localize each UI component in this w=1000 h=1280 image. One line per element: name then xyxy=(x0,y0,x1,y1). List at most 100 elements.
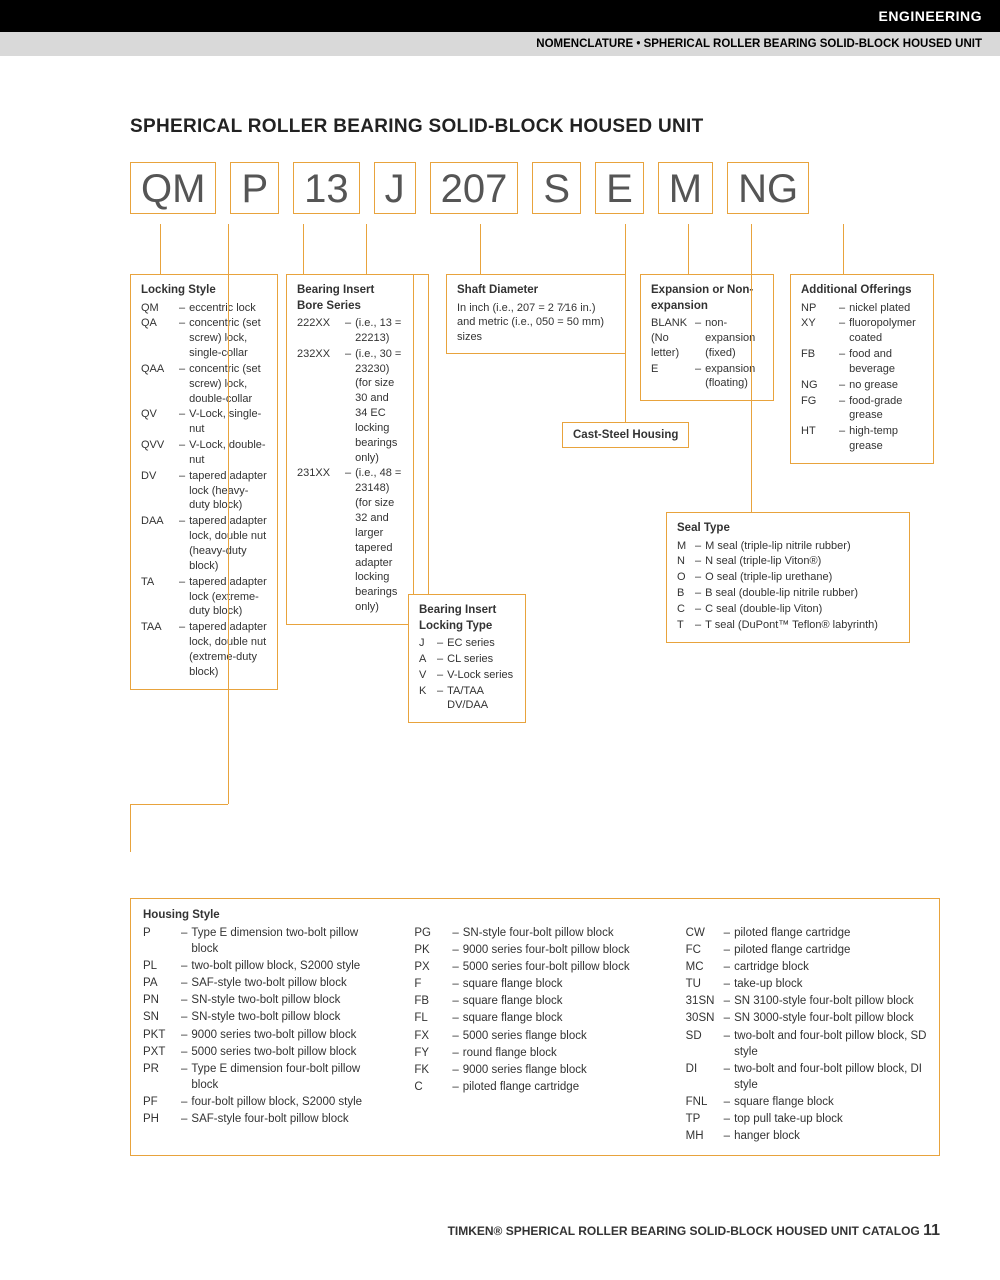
definition-row: QVV–V-Lock, double-nut xyxy=(141,438,267,468)
housing-row: MH–hanger block xyxy=(686,1128,927,1144)
definition-row: QA–concentric (set screw) lock, single-c… xyxy=(141,316,267,361)
definition-row: M–M seal (triple-lip nitrile rubber) xyxy=(677,539,899,554)
connector-lines xyxy=(130,224,940,274)
definition-row: 222XX–(i.e., 13 = 22213) xyxy=(297,316,403,346)
housing-row: PR–Type E dimension four-bolt pillow blo… xyxy=(143,1061,384,1093)
definition-row: A–CL series xyxy=(419,652,515,667)
code-box-3: J xyxy=(374,162,416,214)
housing-row: MC–cartridge block xyxy=(686,959,927,975)
definition-row: TAA–tapered adapter lock, double nut (ex… xyxy=(141,620,267,679)
definition-row: K–TA/TAA DV/DAA xyxy=(419,684,515,714)
definition-row: 232XX–(i.e., 30 = 23230) (for size 30 an… xyxy=(297,347,403,466)
shaft-diameter-title: Shaft Diameter xyxy=(457,283,615,299)
locking-style-box: Locking Style QM–eccentric lockQA–concen… xyxy=(130,274,278,690)
housing-row: FL–square flange block xyxy=(414,1010,655,1026)
definition-row: NG–no grease xyxy=(801,378,923,393)
definition-row: QV–V-Lock, single-nut xyxy=(141,407,267,437)
page-footer: TIMKEN® SPHERICAL ROLLER BEARING SOLID-B… xyxy=(448,1222,940,1240)
housing-row: FNL–square flange block xyxy=(686,1094,927,1110)
housing-row: FC–piloted flange cartridge xyxy=(686,942,927,958)
seal-type-title: Seal Type xyxy=(677,521,899,537)
page-number: 11 xyxy=(923,1222,940,1239)
definition-row: NP–nickel plated xyxy=(801,301,923,316)
shaft-diameter-box: Shaft Diameter In inch (i.e., 207 = 2 7⁄… xyxy=(446,274,626,354)
bore-series-title: Bearing Insert Bore Series xyxy=(297,283,403,314)
housing-row: TP–top pull take-up block xyxy=(686,1111,927,1127)
header-category-bar: ENGINEERING xyxy=(0,0,1000,32)
housing-row: PG–SN-style four-bolt pillow block xyxy=(414,925,655,941)
housing-title: Housing Style xyxy=(143,909,927,921)
housing-row: PN–SN-style two-bolt pillow block xyxy=(143,992,384,1008)
info-grid: Locking Style QM–eccentric lockQA–concen… xyxy=(130,274,940,894)
housing-row: P–Type E dimension two-bolt pillow block xyxy=(143,925,384,957)
housing-row: C–piloted flange cartridge xyxy=(414,1079,655,1095)
definition-row: J–EC series xyxy=(419,636,515,651)
definition-row: DV–tapered adapter lock (heavy-duty bloc… xyxy=(141,469,267,514)
cast-steel-label: Cast-Steel Housing xyxy=(573,429,678,441)
definition-row: V–V-Lock series xyxy=(419,668,515,683)
definition-row: O–O seal (triple-lip urethane) xyxy=(677,570,899,585)
definition-row: B–B seal (double-lip nitrile rubber) xyxy=(677,586,899,601)
housing-row: SD–two-bolt and four-bolt pillow block, … xyxy=(686,1028,927,1060)
header-category: ENGINEERING xyxy=(878,8,982,24)
code-box-8: NG xyxy=(727,162,809,214)
header-breadcrumb: NOMENCLATURE • SPHERICAL ROLLER BEARING … xyxy=(536,38,982,50)
definition-row: 231XX–(i.e., 48 = 23148) (for size 32 an… xyxy=(297,466,403,614)
code-box-1: P xyxy=(230,162,279,214)
definition-row: HT–high-temp grease xyxy=(801,424,923,454)
additional-offerings-box: Additional Offerings NP–nickel platedXY–… xyxy=(790,274,934,464)
housing-row: PA–SAF-style two-bolt pillow block xyxy=(143,975,384,991)
housing-row: TU–take-up block xyxy=(686,976,927,992)
definition-row: QAA–concentric (set screw) lock, double-… xyxy=(141,362,267,407)
definition-row: TA–tapered adapter lock (extreme-duty bl… xyxy=(141,575,267,620)
housing-row: PK–9000 series four-bolt pillow block xyxy=(414,942,655,958)
shaft-diameter-text: In inch (i.e., 207 = 2 7⁄16 in.) and met… xyxy=(457,301,615,346)
definition-row: FB–food and beverage xyxy=(801,347,923,377)
expansion-item: BLANK(Noletter) – non-expansion(fixed) xyxy=(651,316,763,361)
housing-row: CW–piloted flange cartridge xyxy=(686,925,927,941)
expansion-title: Expansion or Non-expansion xyxy=(651,283,763,314)
housing-row: PL–two-bolt pillow block, S2000 style xyxy=(143,958,384,974)
definition-row: T–T seal (DuPont™ Teflon® labyrinth) xyxy=(677,618,899,633)
page-content: SPHERICAL ROLLER BEARING SOLID-BLOCK HOU… xyxy=(0,56,1000,1156)
footer-text: TIMKEN® SPHERICAL ROLLER BEARING SOLID-B… xyxy=(448,1224,920,1238)
locking-style-title: Locking Style xyxy=(141,283,267,299)
definition-row: XY–fluoropolymer coated xyxy=(801,316,923,346)
bore-series-box: Bearing Insert Bore Series 222XX–(i.e., … xyxy=(286,274,414,625)
page-title: SPHERICAL ROLLER BEARING SOLID-BLOCK HOU… xyxy=(130,116,940,138)
cast-steel-box: Cast-Steel Housing xyxy=(562,422,689,448)
housing-row: FX–5000 series flange block xyxy=(414,1028,655,1044)
definition-row: N–N seal (triple-lip Viton®) xyxy=(677,554,899,569)
expansion-box: Expansion or Non-expansion BLANK(Nolette… xyxy=(640,274,774,401)
locking-type-title: Bearing Insert Locking Type xyxy=(419,603,515,634)
housing-row: PKT–9000 series two-bolt pillow block xyxy=(143,1027,384,1043)
housing-row: FK–9000 series flange block xyxy=(414,1062,655,1078)
housing-row: FB–square flange block xyxy=(414,993,655,1009)
expansion-item: E – expansion(floating) xyxy=(651,362,763,392)
definition-row: DAA–tapered adapter lock, double nut (he… xyxy=(141,514,267,573)
code-box-5: S xyxy=(532,162,581,214)
header-breadcrumb-bar: NOMENCLATURE • SPHERICAL ROLLER BEARING … xyxy=(0,32,1000,56)
nomenclature-code-row: QM P 13 J 207SEM NG xyxy=(130,162,940,214)
seal-type-box: Seal Type M–M seal (triple-lip nitrile r… xyxy=(666,512,910,643)
housing-row: PXT–5000 series two-bolt pillow block xyxy=(143,1044,384,1060)
housing-row: 31SN–SN 3100-style four-bolt pillow bloc… xyxy=(686,993,927,1009)
housing-row: DI–two-bolt and four-bolt pillow block, … xyxy=(686,1061,927,1093)
housing-row: PF–four-bolt pillow block, S2000 style xyxy=(143,1094,384,1110)
code-box-4: 207 xyxy=(430,162,519,214)
housing-row: F–square flange block xyxy=(414,976,655,992)
housing-columns: P–Type E dimension two-bolt pillow block… xyxy=(143,925,927,1145)
housing-row: SN–SN-style two-bolt pillow block xyxy=(143,1009,384,1025)
housing-row: 30SN–SN 3000-style four-bolt pillow bloc… xyxy=(686,1010,927,1026)
definition-row: FG–food-grade grease xyxy=(801,394,923,424)
housing-row: PX–5000 series four-bolt pillow block xyxy=(414,959,655,975)
additional-title: Additional Offerings xyxy=(801,283,923,299)
locking-type-box: Bearing Insert Locking Type J–EC seriesA… xyxy=(408,594,526,723)
housing-row: FY–round flange block xyxy=(414,1045,655,1061)
code-box-0: QM xyxy=(130,162,216,214)
code-box-2: 13 xyxy=(293,162,360,214)
definition-row: QM–eccentric lock xyxy=(141,301,267,316)
code-box-7: M xyxy=(658,162,713,214)
housing-style-box: Housing Style P–Type E dimension two-bol… xyxy=(130,898,940,1156)
code-box-6: E xyxy=(595,162,644,214)
